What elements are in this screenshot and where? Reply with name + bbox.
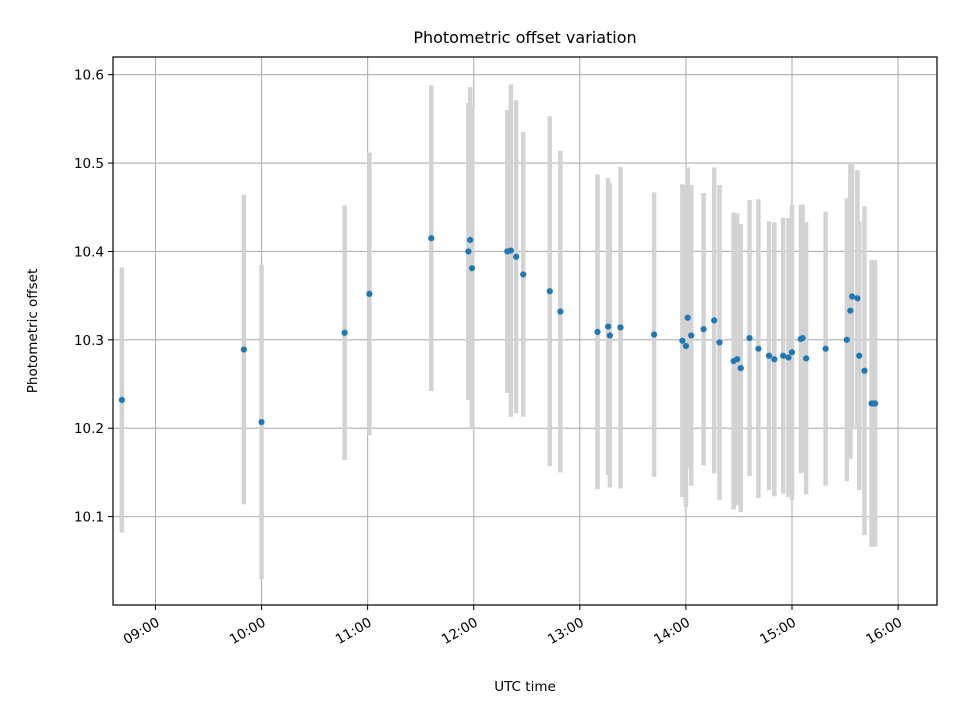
- data-point: [803, 355, 810, 362]
- data-point: [854, 295, 861, 302]
- data-point: [700, 326, 707, 333]
- data-point: [341, 329, 348, 336]
- x-tick-label: 14:00: [651, 615, 693, 648]
- data-point: [682, 342, 690, 350]
- y-tick-label: 10.5: [74, 156, 104, 172]
- data-point: [546, 288, 553, 295]
- data-point: [557, 308, 564, 315]
- y-tick-label: 10.4: [74, 244, 104, 260]
- data-point: [688, 332, 695, 339]
- x-tick-label: 09:00: [121, 615, 163, 648]
- plot-frame: [112, 56, 938, 606]
- x-tick-label: 16:00: [863, 615, 905, 648]
- data-point: [822, 345, 829, 352]
- data-point: [617, 324, 624, 331]
- tick-layer: 09:00 10:00 11:00 12:00 13:00 14:00 15:00 16:00…: [74, 68, 905, 648]
- y-tick-label: 10.2: [74, 421, 104, 437]
- x-tick-label: 13:00: [545, 615, 587, 648]
- data-point: [785, 354, 792, 361]
- data-point: [366, 290, 373, 297]
- data-point: [507, 247, 514, 254]
- data-point: [788, 349, 796, 356]
- chart-title: Photometric offset variation: [413, 28, 636, 47]
- data-point: [716, 339, 723, 346]
- data-point: [765, 352, 773, 359]
- data-point: [650, 331, 658, 338]
- x-axis-label: UTC time: [494, 679, 556, 695]
- y-axis-label: Photometric offset: [25, 269, 41, 393]
- data-point: [780, 352, 787, 359]
- data-point: [684, 314, 691, 321]
- x-tick-label: 10:00: [227, 615, 269, 648]
- x-tick-label: 11:00: [333, 615, 375, 648]
- data-point: [679, 337, 686, 344]
- data-point: [734, 356, 741, 363]
- data-point: [849, 293, 856, 300]
- point-layer: [118, 235, 879, 426]
- x-tick-label: 12:00: [439, 615, 481, 648]
- data-point: [606, 332, 613, 339]
- errorbar-layer: [119, 84, 878, 580]
- data-point: [771, 356, 778, 363]
- data-point: [843, 336, 850, 343]
- data-point: [605, 323, 612, 330]
- data-point: [737, 365, 744, 372]
- data-point: [467, 236, 474, 244]
- data-point: [746, 334, 753, 342]
- data-point: [872, 400, 879, 407]
- data-point: [799, 334, 806, 342]
- data-point: [513, 253, 520, 260]
- data-point: [755, 345, 762, 352]
- data-point: [240, 346, 247, 353]
- data-point: [468, 265, 476, 272]
- data-point: [520, 271, 527, 278]
- y-tick-label: 10.1: [74, 510, 104, 526]
- y-tick-label: 10.6: [74, 68, 104, 84]
- x-tick-label: 15:00: [757, 615, 799, 648]
- data-point: [428, 235, 435, 242]
- data-point: [861, 367, 868, 374]
- data-point: [258, 418, 265, 426]
- y-tick-label: 10.3: [74, 333, 104, 349]
- data-point: [711, 317, 718, 324]
- data-point: [118, 396, 125, 404]
- data-point: [465, 248, 472, 255]
- data-point: [847, 307, 854, 314]
- data-point: [594, 328, 601, 335]
- data-point: [856, 352, 863, 359]
